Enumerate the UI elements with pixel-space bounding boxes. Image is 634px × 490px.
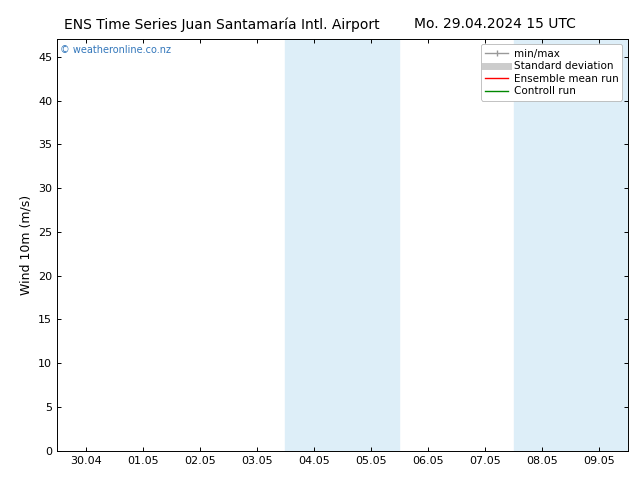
Legend: min/max, Standard deviation, Ensemble mean run, Controll run: min/max, Standard deviation, Ensemble me… bbox=[481, 45, 623, 100]
Bar bbox=[571, 39, 628, 451]
Text: ENS Time Series Juan Santamaría Intl. Airport: ENS Time Series Juan Santamaría Intl. Ai… bbox=[64, 17, 380, 32]
Bar bbox=[285, 39, 342, 451]
Text: Mo. 29.04.2024 15 UTC: Mo. 29.04.2024 15 UTC bbox=[413, 17, 576, 31]
Bar bbox=[514, 39, 571, 451]
Text: © weatheronline.co.nz: © weatheronline.co.nz bbox=[60, 46, 171, 55]
Bar bbox=[342, 39, 399, 451]
Y-axis label: Wind 10m (m/s): Wind 10m (m/s) bbox=[20, 195, 32, 295]
